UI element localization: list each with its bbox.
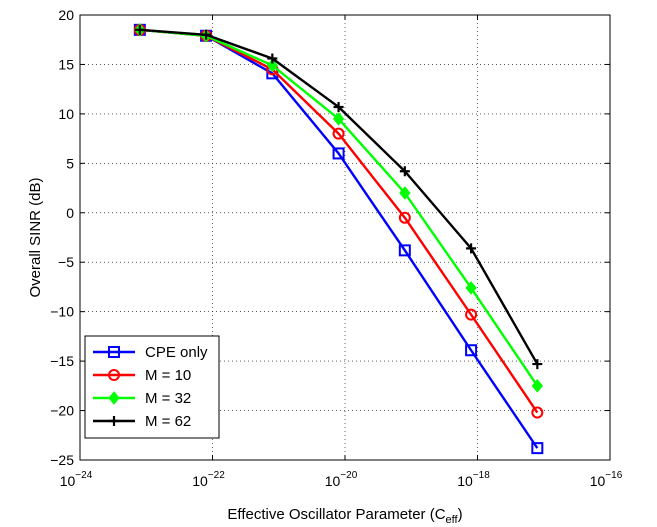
circle-marker [332,127,345,140]
x-tick-label: 10−22 [192,470,225,489]
plus-marker [109,416,119,426]
y-tick-label: 15 [58,56,74,72]
square-marker [531,442,544,455]
y-tick-label: 20 [58,7,74,23]
plus-marker [532,359,543,370]
diamond-marker [399,186,411,200]
x-tick-label: 10−16 [590,470,623,489]
diamond-marker [108,391,120,405]
x-axis-title-subscript: eff [446,514,459,526]
diamond-marker [266,58,278,73]
y-tick-label: −10 [50,304,74,320]
legend-item: M = 62 [93,413,191,430]
legend-label: M = 62 [145,413,191,430]
series-m-62 [134,24,543,370]
y-tick-label: −5 [58,254,74,270]
x-tick-exponent: −16 [605,470,622,481]
plus-marker [466,243,477,254]
y-axis-title: Overall SINR (dB) [27,177,44,297]
y-tick-label: −25 [50,452,74,468]
x-tick-exponent: −24 [75,470,92,481]
x-tick-exponent: −20 [340,470,357,481]
x-tick-exponent: −18 [473,470,490,481]
legend-item: CPE only [93,344,208,361]
plus-marker [267,53,278,64]
circle-marker [465,308,478,321]
square-marker [465,344,478,357]
circle-marker [108,369,120,381]
plus-marker [399,166,410,177]
diamond-marker [531,379,543,393]
y-tick-label: −20 [50,403,74,419]
x-tick-base: 10 [590,473,606,489]
x-tick-label: 10−20 [325,470,358,489]
plus-marker [134,24,145,35]
legend-label: M = 32 [145,390,191,407]
square-marker [108,346,120,358]
y-tick-label: 5 [66,155,74,171]
x-axis-title-close: ) [458,506,463,523]
series-layer [133,23,544,455]
diamond-marker [332,112,345,126]
x-axis-title-main: Effective Oscillator Parameter (C [227,506,445,523]
legend-item: M = 32 [93,390,191,407]
square-marker [398,244,411,257]
y-tick-label: 0 [66,205,74,221]
square-marker [332,147,345,160]
circle-marker [531,406,544,419]
circle-marker [398,211,411,224]
y-tick-label: −15 [50,353,74,369]
x-tick-exponent: −22 [208,470,225,481]
x-tick-base: 10 [192,473,208,489]
legend-item: M = 10 [93,367,191,384]
diamond-marker [465,281,477,295]
x-tick-label: 10−24 [60,470,93,489]
x-tick-base: 10 [325,473,341,489]
y-tick-label: 10 [58,106,74,122]
legend-label: M = 10 [145,367,191,384]
plus-marker [333,101,344,112]
legend: CPE only M = 10 M = 32 M = 62 [84,335,220,439]
legend-label: CPE only [145,344,208,361]
x-axis-title: Effective Oscillator Parameter (Ceff) [227,506,462,526]
x-tick-label: 10−18 [457,470,490,489]
plus-marker [201,29,212,40]
x-tick-base: 10 [457,473,473,489]
x-tick-base: 10 [60,473,76,489]
